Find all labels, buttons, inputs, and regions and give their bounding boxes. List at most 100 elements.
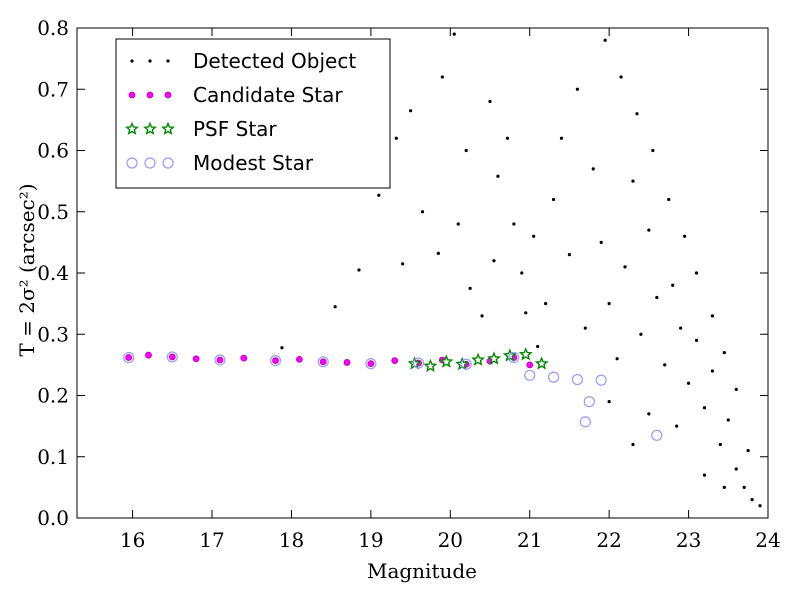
data-point — [571, 373, 583, 386]
data-point — [667, 197, 671, 202]
data-point — [710, 314, 715, 318]
data-point — [702, 473, 707, 477]
data-point — [607, 302, 611, 306]
data-point — [532, 234, 536, 238]
x-tick-label: 16 — [120, 528, 145, 552]
data-point — [456, 222, 460, 226]
data-point — [663, 363, 667, 367]
data-point — [694, 338, 699, 342]
data-point — [125, 354, 133, 361]
data-point — [295, 355, 303, 363]
y-tick-label: 0.8 — [37, 16, 69, 40]
x-tick-label: 18 — [279, 528, 304, 552]
legend-marker — [126, 157, 138, 169]
data-point — [436, 251, 440, 255]
data-point — [357, 268, 361, 272]
data-point — [420, 210, 425, 214]
legend-label: Candidate Star — [193, 83, 343, 107]
data-point — [742, 485, 746, 489]
data-point — [468, 286, 472, 290]
y-tick-label: 0.7 — [37, 77, 69, 101]
y-tick-label: 0.5 — [37, 200, 69, 224]
data-point — [319, 358, 327, 366]
legend-entry: Candidate Star — [128, 83, 343, 107]
data-point — [166, 351, 178, 363]
data-point — [401, 262, 405, 266]
legend-marker — [128, 91, 136, 99]
data-point — [647, 228, 651, 232]
data-point — [505, 136, 510, 140]
data-point — [722, 351, 726, 355]
data-point — [464, 148, 468, 153]
data-point — [583, 326, 587, 330]
data-point — [639, 332, 643, 336]
x-ticks: 16 17 18 19 20 21 22 23 24 — [120, 28, 781, 552]
data-point — [487, 351, 501, 365]
data-point — [655, 295, 659, 300]
y-tick-label: 0.0 — [37, 506, 69, 530]
data-point — [280, 346, 284, 350]
y-tick-label: 0.1 — [37, 445, 69, 469]
x-tick-label: 22 — [596, 528, 621, 552]
data-point — [520, 271, 524, 275]
legend-entry: Modest Star — [126, 151, 314, 175]
data-point — [145, 351, 152, 359]
data-point — [599, 240, 603, 244]
data-point — [214, 354, 226, 366]
data-point — [559, 136, 564, 140]
legend-marker — [130, 59, 134, 63]
data-point — [551, 197, 556, 202]
data-point — [694, 271, 699, 275]
data-point — [619, 75, 623, 79]
x-tick-label: 24 — [755, 528, 780, 552]
data-point — [718, 442, 722, 447]
y-axis-label: T = 2σ² (arcsec²) — [15, 183, 39, 356]
legend-marker — [144, 157, 156, 169]
legend: Detected Object Candidate Star PSF Star Mod… — [115, 38, 391, 189]
data-point — [710, 369, 715, 373]
data-point — [595, 374, 607, 386]
data-point — [440, 75, 444, 79]
data-point — [591, 167, 595, 171]
data-point — [603, 38, 607, 42]
y-tick-label: 0.6 — [37, 139, 69, 163]
data-point — [567, 253, 572, 257]
data-point — [412, 357, 425, 369]
data-point — [607, 400, 611, 404]
legend-marker — [166, 59, 170, 63]
data-point — [508, 351, 520, 364]
data-point — [536, 344, 540, 349]
data-point — [526, 361, 534, 369]
data-point — [168, 353, 176, 361]
data-point — [492, 259, 496, 263]
data-point — [408, 109, 413, 113]
y-tick-label: 0.4 — [37, 261, 69, 285]
data-point — [679, 326, 683, 330]
y-tick-label: 0.2 — [37, 384, 69, 408]
data-point — [377, 193, 381, 197]
data-point — [333, 305, 337, 309]
legend-entry: Detected Object — [130, 49, 356, 73]
legend-box — [115, 38, 391, 189]
legend-marker — [161, 121, 175, 135]
data-point — [439, 354, 454, 368]
data-point — [488, 99, 492, 104]
series-modest-star — [123, 351, 663, 441]
data-point — [524, 369, 536, 381]
data-point — [734, 467, 738, 471]
data-point — [746, 449, 750, 453]
x-tick-label: 21 — [517, 528, 542, 552]
data-point — [635, 112, 639, 116]
legend-marker — [143, 121, 157, 135]
data-point — [544, 302, 548, 306]
data-point — [216, 356, 224, 364]
legend-marker — [146, 91, 154, 99]
legend-entry: PSF Star — [125, 117, 277, 141]
x-tick-label: 20 — [438, 528, 463, 552]
data-point — [192, 355, 200, 363]
x-tick-label: 23 — [676, 528, 701, 552]
data-point — [512, 222, 516, 226]
data-point — [675, 424, 679, 428]
data-point — [524, 311, 528, 315]
